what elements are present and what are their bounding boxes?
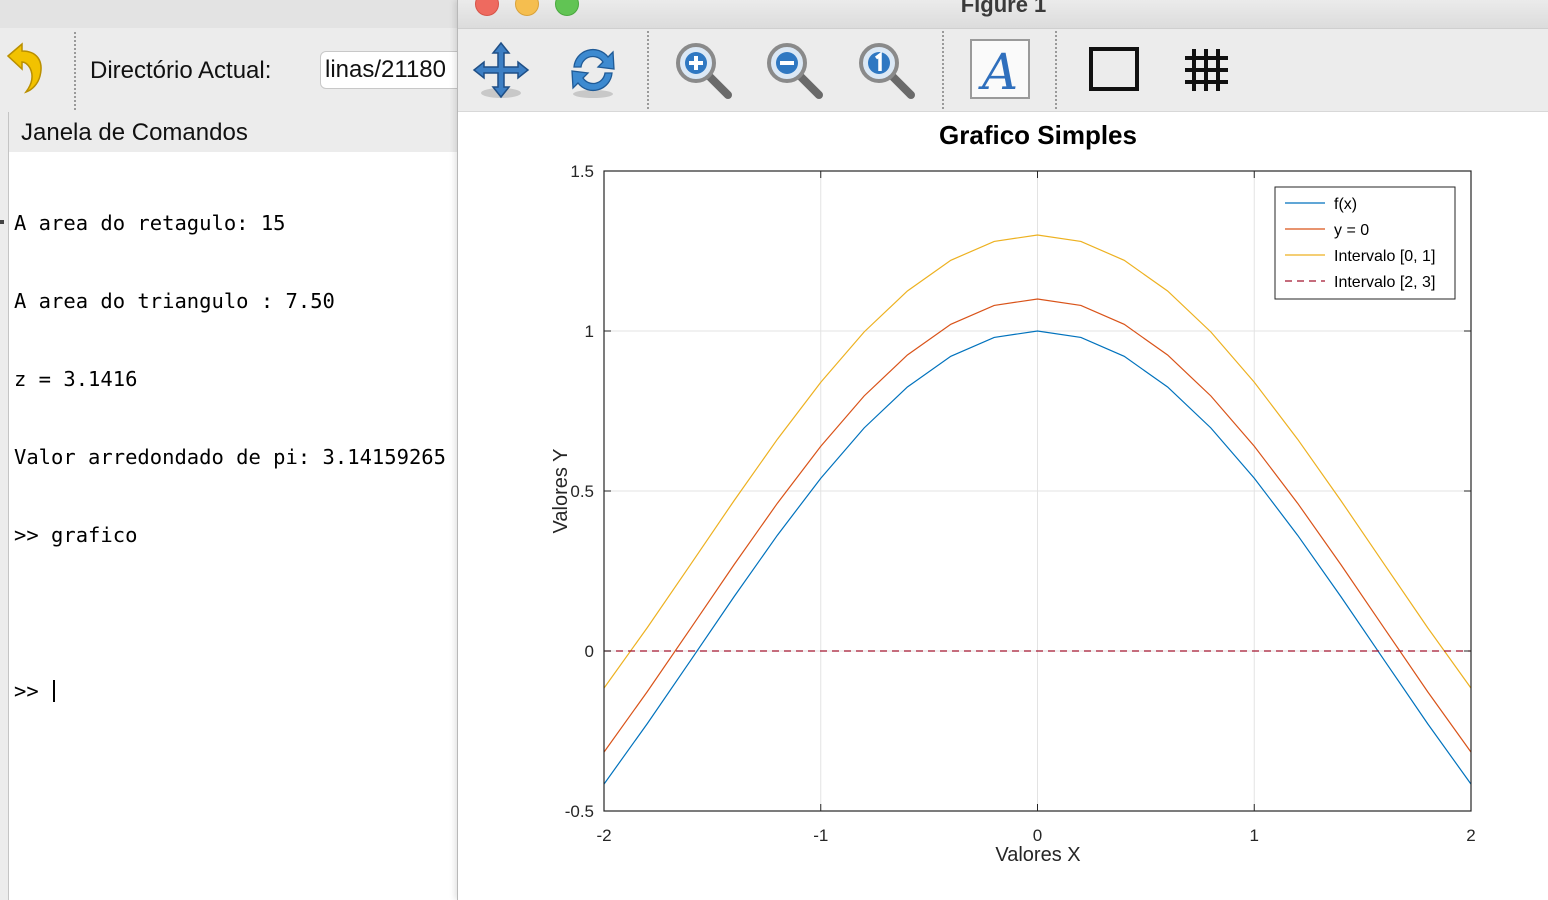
x-tick-label: -1 — [813, 826, 828, 845]
figure-title-bar[interactable]: Figure 1 — [458, 0, 1548, 29]
y-axis-title: Valores Y — [550, 449, 572, 534]
chart-series — [603, 234, 1472, 785]
figure-canvas[interactable]: Grafico Simples -2 -1 0 1 2 -0.5 0 0.5 1 1.5 Valo… — [458, 112, 1548, 900]
legend-label: Intervalo [0, 1] — [1334, 248, 1435, 265]
zoom-reset-icon[interactable] — [855, 39, 917, 101]
command-window-title: Janela de Comandos — [9, 112, 471, 152]
legend-label: Intervalo [2, 3] — [1334, 274, 1435, 291]
pan-icon[interactable] — [470, 39, 532, 101]
figure-toolbar: A — [458, 29, 1548, 112]
command-output-line: A area do triangulo : 7.50 — [14, 289, 335, 313]
command-output-line: >> grafico — [14, 523, 138, 547]
svg-text:A: A — [978, 43, 1018, 101]
toolbar-separator — [74, 32, 76, 110]
series-line-3 — [603, 234, 1472, 689]
line-chart[interactable]: Grafico Simples -2 -1 0 1 2 -0.5 0 0.5 1 1.5 Valo… — [458, 112, 1548, 900]
chart-ticks: -2 -1 0 1 2 -0.5 0 0.5 1 1.5 — [565, 162, 1476, 845]
toolbar-separator — [647, 31, 649, 109]
current-directory-label: Directório Actual: — [90, 57, 272, 84]
command-output-line: z = 3.1416 — [14, 367, 138, 391]
command-output[interactable]: A area do retagulo: 15 A area do triangu… — [14, 158, 446, 756]
legend-box — [1274, 186, 1456, 300]
legend-label: y = 0 — [1334, 222, 1369, 239]
command-window-title-text: Janela de Comandos — [21, 119, 248, 146]
series-line-2 — [603, 298, 1472, 753]
figure-window: Figure 1 — [457, 0, 1548, 900]
x-tick-label: -2 — [596, 826, 611, 845]
zoom-in-icon[interactable] — [672, 39, 734, 101]
y-tick-label: -0.5 — [565, 802, 594, 821]
command-output-line: A area do retagulo: 15 — [14, 211, 286, 235]
series-line-1 — [603, 330, 1472, 785]
zoom-out-icon[interactable] — [763, 39, 825, 101]
command-prompt-line[interactable]: >> — [14, 678, 446, 704]
chart-legend[interactable]: f(x) y = 0 Intervalo [0, 1] Intervalo [2, 3… — [1274, 186, 1456, 300]
grid-toggle-icon[interactable] — [1176, 39, 1238, 101]
toolbar-separator — [942, 31, 944, 109]
x-tick-label: 1 — [1250, 826, 1259, 845]
y-tick-label: 0 — [585, 642, 594, 661]
command-window[interactable]: Janela de Comandos A area do retagulo: 1… — [8, 112, 471, 900]
command-output-line — [14, 600, 446, 626]
octave-main-window: Directório Actual: linas/21180 Janela de… — [0, 0, 480, 900]
text-insert-icon[interactable]: A — [970, 39, 1032, 101]
x-tick-label: 2 — [1466, 826, 1475, 845]
y-tick-label: 0.5 — [570, 482, 594, 501]
y-tick-label: 1.5 — [570, 162, 594, 181]
text-cursor — [53, 680, 56, 702]
command-prompt: >> — [14, 679, 52, 703]
octave-title-bar — [0, 0, 470, 29]
legend-label: f(x) — [1334, 196, 1357, 213]
x-tick-label: 0 — [1033, 826, 1042, 845]
box-toggle-icon[interactable] — [1084, 39, 1146, 101]
command-output-line: Valor arredondado de pi: 3.14159265 — [14, 445, 446, 469]
window-edge-marker — [0, 220, 4, 224]
y-tick-label: 1 — [585, 322, 594, 341]
figure-window-title: Figure 1 — [960, 0, 1047, 17]
rotate-icon[interactable] — [562, 39, 624, 101]
undo-arrow-icon[interactable] — [0, 42, 46, 94]
chart-title: Grafico Simples — [939, 120, 1137, 150]
current-directory-input[interactable]: linas/21180 — [320, 51, 480, 89]
toolbar-separator — [1055, 31, 1057, 109]
x-axis-title: Valores X — [995, 844, 1080, 866]
